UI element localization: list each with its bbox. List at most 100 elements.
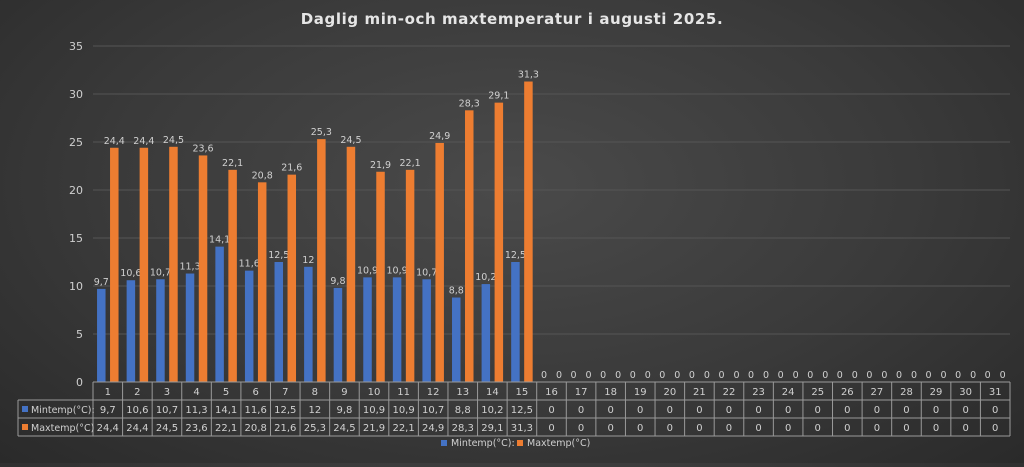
data-label: 0 <box>985 370 991 381</box>
data-label: 12,5 <box>505 250 526 261</box>
data-label: 28,3 <box>459 98 480 109</box>
y-tick-label: 25 <box>69 136 83 149</box>
table-cell: 25,3 <box>304 423 326 434</box>
data-label: 14,1 <box>209 235 230 246</box>
data-label: 0 <box>718 370 724 381</box>
data-label: 0 <box>941 370 947 381</box>
table-cell: 9,7 <box>100 405 116 416</box>
table-cell: 23,6 <box>185 423 207 434</box>
table-cell: 0 <box>874 423 880 434</box>
table-cell: 11,3 <box>185 405 207 416</box>
table-cell: 0 <box>992 405 998 416</box>
data-label: 24,5 <box>340 135 361 146</box>
table-cell: 0 <box>667 423 673 434</box>
y-tick-label: 10 <box>69 280 83 293</box>
data-label: 11,3 <box>179 262 200 273</box>
bar <box>317 139 326 382</box>
table-cell: 0 <box>815 423 821 434</box>
data-label: 24,4 <box>133 136 154 147</box>
table-cell: 0 <box>696 423 702 434</box>
y-tick-label: 30 <box>69 88 83 101</box>
x-tick-label: 12 <box>427 387 440 398</box>
data-label: 0 <box>586 370 592 381</box>
table-cell: 0 <box>578 423 584 434</box>
data-label: 0 <box>1000 370 1006 381</box>
data-label: 21,9 <box>370 160 391 171</box>
data-label: 0 <box>896 370 902 381</box>
data-label: 25,3 <box>311 127 332 138</box>
data-label: 0 <box>615 370 621 381</box>
bar <box>392 277 402 382</box>
table-cell: 14,1 <box>215 405 237 416</box>
data-label: 0 <box>733 370 739 381</box>
data-label: 0 <box>659 370 665 381</box>
data-label: 22,1 <box>400 158 421 169</box>
x-tick-label: 10 <box>368 387 381 398</box>
data-label: 0 <box>793 370 799 381</box>
data-label: 23,6 <box>192 143 213 154</box>
table-cell: 31,3 <box>511 423 533 434</box>
bar <box>156 279 165 382</box>
data-label: 8,8 <box>449 286 464 297</box>
legend-key <box>22 406 28 412</box>
table-cell: 0 <box>667 405 673 416</box>
table-cell: 0 <box>903 423 909 434</box>
table-cell: 9,8 <box>336 405 352 416</box>
table-cell: 10,7 <box>156 405 178 416</box>
x-tick-label: 29 <box>930 387 943 398</box>
x-tick-label: 20 <box>663 387 676 398</box>
data-label: 10,2 <box>475 272 496 283</box>
x-tick-label: 2 <box>134 387 140 398</box>
y-tick-label: 5 <box>76 328 83 341</box>
bar <box>363 277 372 382</box>
table-cell: 0 <box>992 423 998 434</box>
x-tick-label: 30 <box>959 387 972 398</box>
data-label: 0 <box>866 370 872 381</box>
chart-title: Daglig min-och maxtemperatur i augusti 2… <box>300 10 724 28</box>
x-tick-label: 14 <box>486 387 499 398</box>
data-label: 10,6 <box>120 268 141 279</box>
x-tick-label: 13 <box>456 387 469 398</box>
data-label: 10,7 <box>416 267 437 278</box>
data-label: 0 <box>837 370 843 381</box>
table-cell: 24,4 <box>97 423 119 434</box>
table-cell: 0 <box>933 423 939 434</box>
bar <box>274 262 284 382</box>
bar <box>494 102 504 382</box>
bar <box>185 273 195 382</box>
table-cell: 0 <box>815 405 821 416</box>
bar <box>257 182 267 382</box>
table-cell: 0 <box>637 423 643 434</box>
table-cell: 8,8 <box>455 405 471 416</box>
data-label: 31,3 <box>518 70 539 81</box>
table-cell: 21,9 <box>363 423 385 434</box>
x-tick-label: 3 <box>164 387 170 398</box>
table-row-label: Maxtemp(°C) <box>31 423 94 434</box>
table-cell: 20,8 <box>245 423 267 434</box>
data-label: 0 <box>645 370 651 381</box>
table-cell: 0 <box>844 423 850 434</box>
table-cell: 0 <box>607 405 613 416</box>
table-cell: 0 <box>548 405 554 416</box>
legend-key <box>22 424 28 430</box>
bar <box>110 147 119 382</box>
x-tick-label: 9 <box>341 387 347 398</box>
data-label: 0 <box>822 370 828 381</box>
bar <box>465 110 474 382</box>
table-cell: 0 <box>874 405 880 416</box>
data-label: 10,9 <box>357 265 378 276</box>
table-cell: 0 <box>607 423 613 434</box>
table-cell: 12 <box>308 405 321 416</box>
table-cell: 0 <box>696 405 702 416</box>
table-cell: 0 <box>785 405 791 416</box>
table-cell: 10,2 <box>481 405 503 416</box>
x-tick-label: 8 <box>312 387 318 398</box>
x-tick-label: 18 <box>604 387 617 398</box>
x-tick-label: 21 <box>693 387 706 398</box>
bar <box>524 81 533 383</box>
data-label: 0 <box>881 370 887 381</box>
table-cell: 10,9 <box>363 405 385 416</box>
data-label: 12 <box>302 255 314 266</box>
table-cell: 0 <box>755 405 761 416</box>
